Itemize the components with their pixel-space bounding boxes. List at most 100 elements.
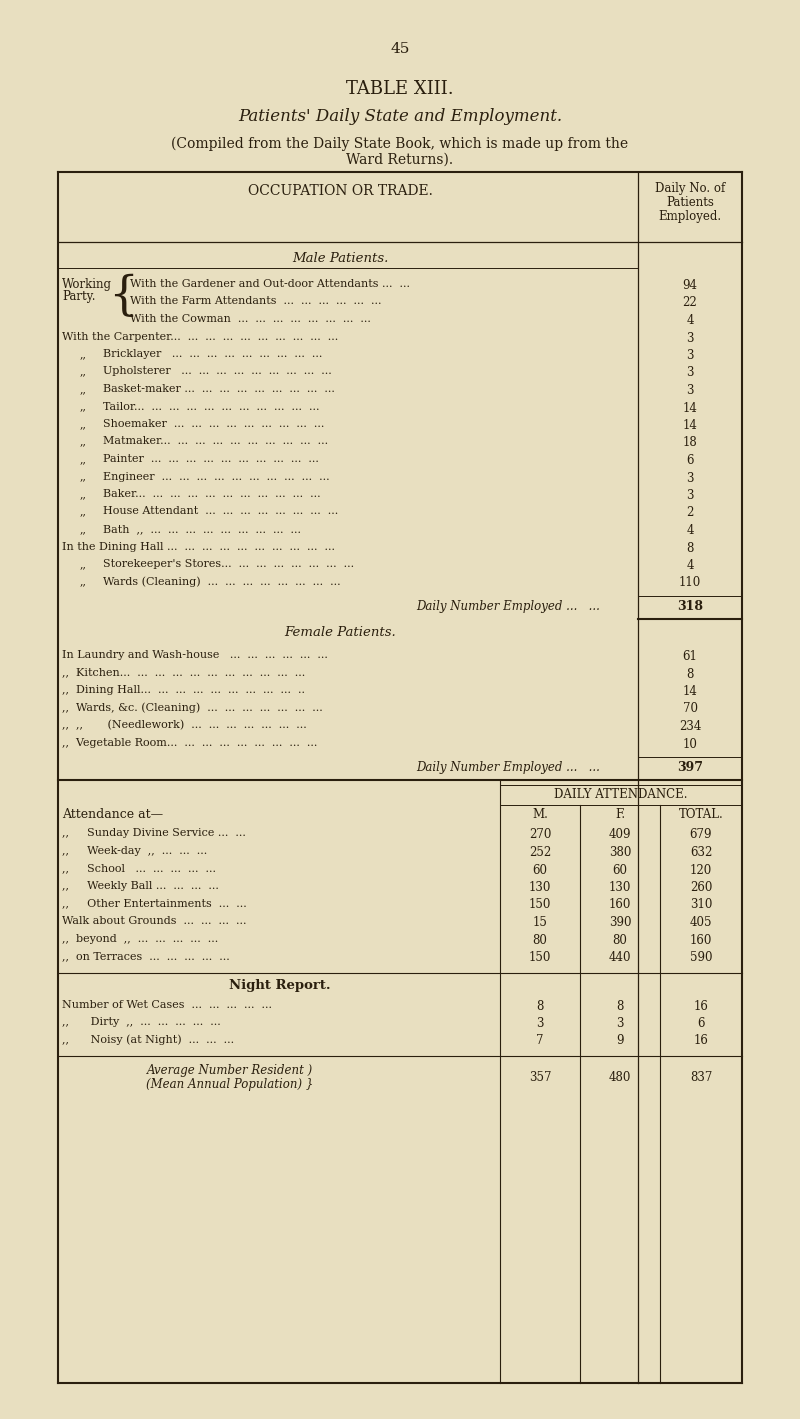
Text: ,,: ,,: [80, 402, 87, 412]
Text: 6: 6: [686, 454, 694, 467]
Text: 3: 3: [686, 349, 694, 362]
Text: ,,   Other Entertainments  ...  ...: ,, Other Entertainments ... ...: [62, 898, 246, 908]
Text: 409: 409: [609, 829, 631, 841]
Text: 397: 397: [677, 761, 703, 773]
Text: ,,  ,,       (Needlework)  ...  ...  ...  ...  ...  ...  ...: ,, ,, (Needlework) ... ... ... ... ... .…: [62, 719, 306, 731]
Text: 3: 3: [686, 385, 694, 397]
Text: 18: 18: [682, 437, 698, 450]
Text: 160: 160: [690, 934, 712, 946]
Text: Party.: Party.: [62, 289, 95, 304]
Text: ,,  Wards, &c. (Cleaning)  ...  ...  ...  ...  ...  ...  ...: ,, Wards, &c. (Cleaning) ... ... ... ...…: [62, 702, 322, 714]
Text: 14: 14: [682, 685, 698, 698]
Text: Average Number Resident ): Average Number Resident ): [147, 1064, 313, 1077]
Text: ,,: ,,: [80, 349, 87, 359]
Text: (Compiled from the Daily State Book, which is made up from the: (Compiled from the Daily State Book, whi…: [171, 138, 629, 152]
Text: (Mean Annual Population) }: (Mean Annual Population) }: [146, 1078, 314, 1091]
Text: ,,   Week-day  ,,  ...  ...  ...: ,, Week-day ,, ... ... ...: [62, 846, 207, 856]
Text: 632: 632: [690, 846, 712, 858]
Text: Daily No. of: Daily No. of: [655, 182, 725, 194]
Text: ,,: ,,: [80, 559, 87, 569]
Text: Walk about Grounds  ...  ...  ...  ...: Walk about Grounds ... ... ... ...: [62, 917, 246, 927]
Text: 9: 9: [616, 1034, 624, 1047]
Text: 10: 10: [682, 738, 698, 751]
Text: Patients' Daily State and Employment.: Patients' Daily State and Employment.: [238, 108, 562, 125]
Text: Ward Returns).: Ward Returns).: [346, 153, 454, 167]
Text: 3: 3: [686, 490, 694, 502]
Text: Matmaker...  ...  ...  ...  ...  ...  ...  ...  ...  ...: Matmaker... ... ... ... ... ... ... ... …: [103, 437, 328, 447]
Text: 61: 61: [682, 650, 698, 663]
Text: 130: 130: [529, 881, 551, 894]
Text: With the Gardener and Out-door Attendants ...  ...: With the Gardener and Out-door Attendant…: [130, 280, 410, 289]
Text: Bricklayer   ...  ...  ...  ...  ...  ...  ...  ...  ...: Bricklayer ... ... ... ... ... ... ... .…: [103, 349, 322, 359]
Text: 837: 837: [690, 1071, 712, 1084]
Text: 8: 8: [686, 667, 694, 681]
Text: TABLE XIII.: TABLE XIII.: [346, 79, 454, 98]
Text: Tailor...  ...  ...  ...  ...  ...  ...  ...  ...  ...  ...: Tailor... ... ... ... ... ... ... ... ..…: [103, 402, 319, 412]
Text: {: {: [108, 274, 138, 319]
Text: Baker...  ...  ...  ...  ...  ...  ...  ...  ...  ...  ...: Baker... ... ... ... ... ... ... ... ...…: [103, 490, 321, 499]
Text: 3: 3: [686, 471, 694, 484]
Text: 6: 6: [698, 1017, 705, 1030]
Text: 70: 70: [682, 702, 698, 715]
Text: 3: 3: [686, 366, 694, 379]
Text: Painter  ...  ...  ...  ...  ...  ...  ...  ...  ...  ...: Painter ... ... ... ... ... ... ... ... …: [103, 454, 319, 464]
Text: TOTAL.: TOTAL.: [678, 809, 723, 822]
Text: ,,  on Terraces  ...  ...  ...  ...  ...: ,, on Terraces ... ... ... ... ...: [62, 951, 230, 961]
Text: 60: 60: [613, 864, 627, 877]
Text: 3: 3: [616, 1017, 624, 1030]
Text: 3: 3: [686, 332, 694, 345]
Text: 150: 150: [529, 951, 551, 964]
Text: ,,   Weekly Ball ...  ...  ...  ...: ,, Weekly Ball ... ... ... ...: [62, 881, 219, 891]
Text: Daily Number Employed ...   ...: Daily Number Employed ... ...: [416, 600, 600, 613]
Text: 8: 8: [536, 999, 544, 1013]
Text: 234: 234: [679, 719, 701, 734]
Text: ,,  beyond  ,,  ...  ...  ...  ...  ...: ,, beyond ,, ... ... ... ... ...: [62, 934, 218, 944]
Text: 252: 252: [529, 846, 551, 858]
Text: 310: 310: [690, 898, 712, 911]
Text: Daily Number Employed ...   ...: Daily Number Employed ... ...: [416, 761, 600, 773]
Text: ,,   Sunday Divine Service ...  ...: ,, Sunday Divine Service ... ...: [62, 829, 246, 839]
Text: 480: 480: [609, 1071, 631, 1084]
Text: 590: 590: [690, 951, 712, 964]
Text: 94: 94: [682, 280, 698, 292]
Text: In Laundry and Wash-house   ...  ...  ...  ...  ...  ...: In Laundry and Wash-house ... ... ... ..…: [62, 650, 328, 660]
Text: ,,: ,,: [80, 507, 87, 517]
Text: 8: 8: [686, 542, 694, 555]
Text: ,,  Dining Hall...  ...  ...  ...  ...  ...  ...  ...  ...  ..: ,, Dining Hall... ... ... ... ... ... ..…: [62, 685, 305, 695]
Text: 270: 270: [529, 829, 551, 841]
Text: Working: Working: [62, 278, 112, 291]
Text: ,,: ,,: [80, 437, 87, 447]
Text: ,,    Dirty  ,,  ...  ...  ...  ...  ...: ,, Dirty ,, ... ... ... ... ...: [62, 1017, 221, 1027]
Text: ,,  Vegetable Room...  ...  ...  ...  ...  ...  ...  ...  ...: ,, Vegetable Room... ... ... ... ... ...…: [62, 738, 318, 748]
Text: ,,  Kitchen...  ...  ...  ...  ...  ...  ...  ...  ...  ...  ...: ,, Kitchen... ... ... ... ... ... ... ..…: [62, 667, 306, 677]
Text: 8: 8: [616, 999, 624, 1013]
Text: 318: 318: [677, 600, 703, 613]
Text: Employed.: Employed.: [658, 210, 722, 223]
Text: 160: 160: [609, 898, 631, 911]
Text: 440: 440: [609, 951, 631, 964]
Text: Night Report.: Night Report.: [229, 979, 331, 992]
Text: 130: 130: [609, 881, 631, 894]
Text: 16: 16: [694, 1034, 709, 1047]
Text: 16: 16: [694, 999, 709, 1013]
Text: Number of Wet Cases  ...  ...  ...  ...  ...: Number of Wet Cases ... ... ... ... ...: [62, 999, 272, 1009]
Text: ,,: ,,: [80, 419, 87, 429]
Text: OCCUPATION OR TRADE.: OCCUPATION OR TRADE.: [247, 184, 433, 199]
Text: House Attendant  ...  ...  ...  ...  ...  ...  ...  ...: House Attendant ... ... ... ... ... ... …: [103, 507, 338, 517]
Text: ,,: ,,: [80, 385, 87, 394]
Text: With the Carpenter...  ...  ...  ...  ...  ...  ...  ...  ...  ...: With the Carpenter... ... ... ... ... ..…: [62, 332, 338, 342]
Text: 357: 357: [529, 1071, 551, 1084]
Text: M.: M.: [532, 809, 548, 822]
Text: Attendance at—: Attendance at—: [62, 809, 163, 822]
Text: Storekeeper's Stores...  ...  ...  ...  ...  ...  ...  ...: Storekeeper's Stores... ... ... ... ... …: [103, 559, 354, 569]
Text: F.: F.: [615, 809, 625, 822]
Text: ,,   School   ...  ...  ...  ...  ...: ,, School ... ... ... ... ...: [62, 864, 216, 874]
Text: With the Cowman  ...  ...  ...  ...  ...  ...  ...  ...: With the Cowman ... ... ... ... ... ... …: [130, 314, 371, 324]
Text: 80: 80: [533, 934, 547, 946]
Text: 4: 4: [686, 314, 694, 326]
Text: 3: 3: [536, 1017, 544, 1030]
Text: Engineer  ...  ...  ...  ...  ...  ...  ...  ...  ...  ...: Engineer ... ... ... ... ... ... ... ...…: [103, 471, 330, 481]
Text: In the Dining Hall ...  ...  ...  ...  ...  ...  ...  ...  ...  ...: In the Dining Hall ... ... ... ... ... .…: [62, 542, 335, 552]
Text: Shoemaker  ...  ...  ...  ...  ...  ...  ...  ...  ...: Shoemaker ... ... ... ... ... ... ... ..…: [103, 419, 324, 429]
Text: 4: 4: [686, 524, 694, 536]
